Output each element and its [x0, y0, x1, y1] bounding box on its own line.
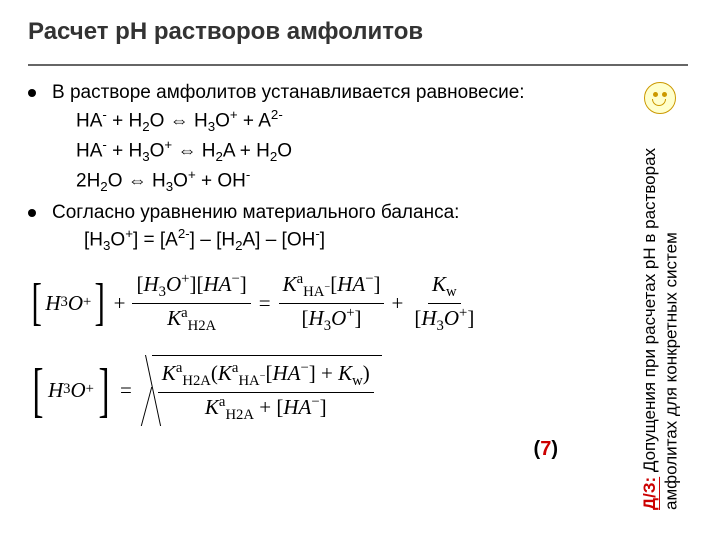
- bullet-dot-icon: [28, 89, 36, 97]
- formula-2: [H3O+] = KaH2A(KaHA−[HA−] + Kw) KaH2A + …: [28, 355, 618, 426]
- bullet-1-line-2: HA- + H3O+ ⇔ H2A + H2O: [52, 136, 618, 166]
- eq-paren-close: ): [551, 438, 558, 460]
- sidebar: Д/З: Допущения при расчетах рН в раствор…: [628, 80, 692, 510]
- eq-num-value: 7: [540, 438, 551, 460]
- bullet-1-lead: В растворе амфолитов устанавливается рав…: [52, 80, 618, 106]
- title-underline: [28, 64, 688, 66]
- slide: Расчет рН растворов амфолитов В растворе…: [0, 0, 720, 540]
- bullet-1: В растворе амфолитов устанавливается рав…: [28, 80, 618, 196]
- bullet-2-lead: Согласно уравнению материального баланса…: [52, 200, 618, 226]
- equation-number: (7): [28, 436, 618, 463]
- content: В растворе амфолитов устанавливается рав…: [28, 80, 618, 510]
- dz-label: Д/З:: [640, 477, 659, 510]
- bullet-2: Согласно уравнению материального баланса…: [28, 200, 618, 256]
- bullet-1-line-1: HA- + H2O ⇔ H3O+ + A2-: [52, 106, 618, 136]
- bullet-1-line-3: 2H2O ⇔ H3O+ + OH-: [52, 166, 618, 196]
- dz-rest: Допущения при расчетах рН в растворах ам…: [640, 148, 680, 510]
- bullet-dot-icon: [28, 209, 36, 217]
- bullet-2-line-1: [H3O+] = [A2-] – [H2A] – [OH-]: [52, 225, 618, 255]
- bullet-2-text: Согласно уравнению материального баланса…: [52, 200, 618, 256]
- bullet-1-text: В растворе амфолитов устанавливается рав…: [52, 80, 618, 196]
- page-title: Расчет рН растворов амфолитов: [28, 18, 692, 46]
- sidebar-note: Д/З: Допущения при расчетах рН в раствор…: [639, 130, 682, 510]
- smiley-icon: [644, 82, 676, 114]
- formula-1: [H3O+] + [H3O+][HA−] KaH2A = KaHA−[HA−] …: [28, 270, 618, 337]
- content-wrap: В растворе амфолитов устанавливается рав…: [28, 80, 692, 510]
